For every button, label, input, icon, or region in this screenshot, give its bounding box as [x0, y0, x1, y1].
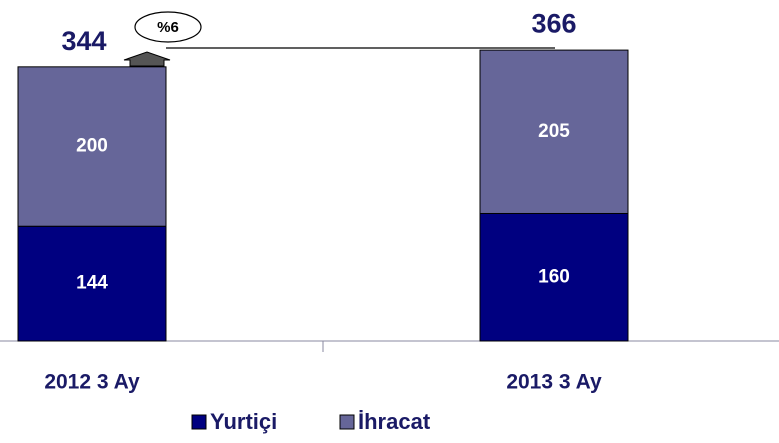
- annotation-bubble: [134, 11, 202, 43]
- growth-arrow: [123, 51, 171, 67]
- legend-swatch: [191, 414, 207, 430]
- legend-swatch: [339, 414, 355, 430]
- segment-label: 160: [538, 266, 570, 287]
- segment-label: 200: [76, 136, 108, 157]
- bar-segment: [479, 49, 629, 214]
- legend-label: İhracat: [358, 409, 431, 434]
- x-tick-label: 2012 3 Ay: [44, 371, 140, 394]
- total-label: 344: [61, 26, 106, 56]
- bar-segment: [479, 212, 629, 342]
- x-tick-label: 2013 3 Ay: [506, 371, 602, 394]
- segment-label: 205: [538, 121, 570, 142]
- bar-segment: [17, 66, 167, 227]
- bar-segment: [17, 225, 167, 342]
- segment-label: 144: [76, 273, 108, 294]
- total-label: 366: [531, 8, 576, 38]
- legend-label: Yurtiçi: [210, 409, 277, 434]
- annotation: %6: [157, 19, 179, 36]
